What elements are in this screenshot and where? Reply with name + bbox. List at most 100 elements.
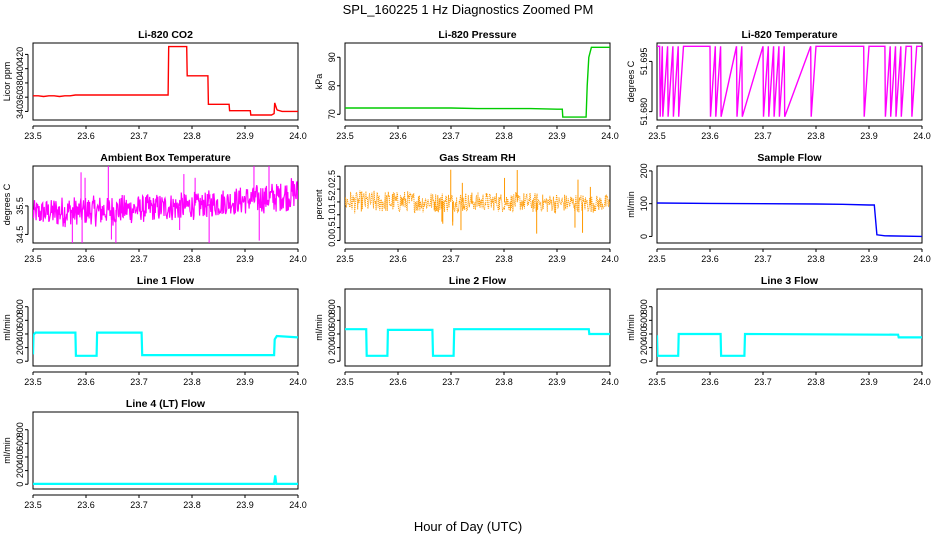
- x-tick-label: 23.6: [389, 254, 407, 264]
- plot-frame: [656, 165, 923, 244]
- y-tick-label: 80: [327, 81, 337, 91]
- y-axis-label: ml/min: [314, 314, 324, 341]
- series-line: [657, 45, 922, 117]
- y-tick-label: 600: [327, 313, 337, 328]
- plot-frame: [32, 411, 299, 490]
- x-tick-label: 23.7: [130, 377, 148, 387]
- y-axis-label: degrees C: [626, 60, 636, 102]
- y-tick-label: 0.0: [327, 234, 337, 247]
- y-tick-label: 380: [15, 75, 25, 90]
- panel-1: Li-820 Pressure kPa 23.5 23.6 23.7 23.8 23.9 24…: [314, 29, 619, 141]
- y-tick-label: 0: [15, 359, 25, 364]
- y-tick-label: 100: [639, 196, 649, 211]
- x-tick-label: 24.0: [601, 131, 619, 141]
- y-tick-label: 35.5: [15, 197, 25, 215]
- y-tick-label: 800: [15, 299, 25, 314]
- panel-title: Li-820 Temperature: [741, 29, 837, 41]
- series-group: [33, 475, 298, 485]
- y-tick-label: 400: [327, 326, 337, 341]
- y-tick-label: 0.5: [327, 221, 337, 234]
- series-group: [657, 332, 922, 357]
- x-tick-label: 23.6: [701, 377, 719, 387]
- panel-title: Line 1 Flow: [137, 275, 195, 287]
- x-tick-label: 23.5: [648, 131, 666, 141]
- y-tick-label: 800: [327, 299, 337, 314]
- panel-title: Li-820 CO2: [138, 29, 193, 41]
- y-axis-label: ml/min: [626, 314, 636, 341]
- panel-title: Line 2 Flow: [449, 275, 507, 287]
- panel-4: Gas Stream RH percent 23.5 23.6 23.7 23.8 23.9…: [314, 152, 619, 264]
- x-tick-label: 23.7: [754, 131, 772, 141]
- series-line: [33, 45, 298, 116]
- x-tick-label: 24.0: [601, 254, 619, 264]
- x-tick-label: 23.7: [442, 131, 460, 141]
- x-tick-label: 23.8: [807, 254, 825, 264]
- x-tick-label: 23.9: [548, 377, 566, 387]
- x-tick-label: 23.6: [77, 500, 95, 510]
- series-group: [345, 328, 610, 357]
- series-line: [345, 46, 610, 118]
- panel-6: Line 1 Flow ml/min 23.5 23.6 23.7 23.8 23.9 24.…: [2, 275, 307, 387]
- y-tick-label: 400: [15, 326, 25, 341]
- x-tick-label: 24.0: [913, 254, 931, 264]
- x-tick-label: 23.7: [754, 254, 772, 264]
- y-tick-label: 200: [327, 340, 337, 355]
- y-axis-label: kPa: [314, 74, 324, 90]
- y-tick-label: 0: [639, 234, 649, 239]
- y-tick-label: 800: [639, 299, 649, 314]
- y-axis-label: Licor ppm: [2, 62, 12, 102]
- x-tick-label: 23.7: [442, 377, 460, 387]
- x-tick-label: 23.9: [548, 131, 566, 141]
- plot-frame: [656, 42, 923, 121]
- plot-frame: [344, 288, 611, 367]
- x-tick-label: 23.7: [130, 131, 148, 141]
- x-tick-label: 24.0: [289, 500, 307, 510]
- x-tick-label: 24.0: [913, 131, 931, 141]
- x-tick-label: 24.0: [289, 377, 307, 387]
- series-group: [33, 45, 298, 116]
- panel-3: Ambient Box Temperature degrees C 23.5 23.6…: [2, 152, 307, 264]
- x-tick-label: 23.5: [24, 500, 42, 510]
- panel-title: Line 4 (LT) Flow: [126, 398, 206, 410]
- x-tick-label: 23.8: [495, 254, 513, 264]
- y-tick-label: 70: [327, 109, 337, 119]
- y-tick-label: 0: [327, 359, 337, 364]
- x-tick-label: 23.7: [130, 500, 148, 510]
- plot-frame: [32, 165, 299, 244]
- x-tick-label: 23.5: [336, 254, 354, 264]
- y-tick-label: 200: [639, 340, 649, 355]
- y-tick-label: 34.5: [15, 226, 25, 244]
- x-tick-label: 24.0: [601, 377, 619, 387]
- y-tick-label: 200: [639, 163, 649, 178]
- x-tick-label: 23.5: [336, 131, 354, 141]
- panel-title: Sample Flow: [757, 152, 822, 164]
- y-tick-label: 400: [639, 326, 649, 341]
- y-tick-label: 360: [15, 90, 25, 105]
- x-tick-label: 23.6: [389, 377, 407, 387]
- y-tick-label: 200: [15, 340, 25, 355]
- figure-title: SPL_160225 1 Hz Diagnostics Zoomed PM: [343, 2, 594, 17]
- x-tick-label: 23.8: [183, 254, 201, 264]
- x-tick-label: 23.5: [336, 377, 354, 387]
- y-axis-label: ml/min: [2, 314, 12, 341]
- plot-frame: [344, 42, 611, 121]
- x-tick-label: 23.5: [648, 377, 666, 387]
- plot-frame: [656, 288, 923, 367]
- y-tick-label: 600: [639, 313, 649, 328]
- x-tick-label: 23.9: [860, 254, 878, 264]
- y-tick-label: 51.695: [639, 48, 649, 76]
- x-tick-label: 23.9: [236, 500, 254, 510]
- panel-8: Line 3 Flow ml/min 23.5 23.6 23.7 23.8 23.9 24.…: [626, 275, 931, 387]
- y-tick-label: 90: [327, 52, 337, 62]
- x-tick-label: 23.6: [77, 254, 95, 264]
- panel-title: Li-820 Pressure: [438, 29, 516, 41]
- x-tick-label: 24.0: [289, 254, 307, 264]
- x-tick-label: 23.9: [548, 254, 566, 264]
- y-tick-label: 2.0: [327, 183, 337, 196]
- x-tick-label: 23.5: [24, 377, 42, 387]
- panel-5: Sample Flow ml/min 23.5 23.6 23.7 23.8 23.9 24.…: [626, 152, 931, 264]
- plot-frame: [344, 165, 611, 244]
- figure-xlabel: Hour of Day (UTC): [414, 519, 522, 534]
- y-tick-label: 51.680: [639, 98, 649, 126]
